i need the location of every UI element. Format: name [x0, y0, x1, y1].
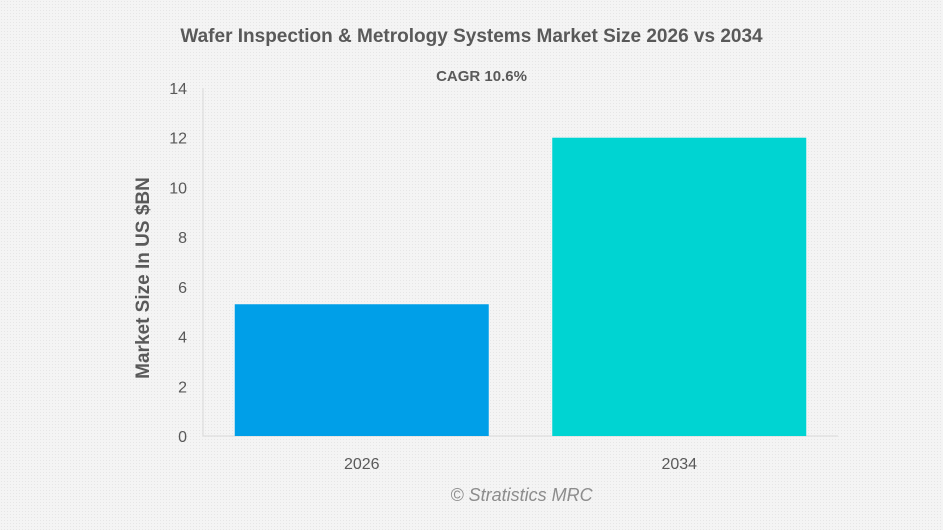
watermark: © Stratistics MRC — [450, 485, 593, 505]
y-tick-label: 12 — [169, 131, 187, 148]
chart-subtitle: CAGR 10.6% — [436, 68, 527, 85]
chart-title: Wafer Inspection & Metrology Systems Mar… — [180, 26, 763, 47]
y-tick-label: 14 — [169, 81, 187, 98]
x-axis-labels: 2026 2034 — [344, 456, 697, 473]
y-tick-label: 4 — [178, 330, 187, 347]
y-tick-label: 10 — [169, 180, 187, 197]
y-tick-label: 8 — [178, 230, 187, 247]
y-axis-ticks: 0 2 4 6 8 10 12 14 — [169, 81, 187, 446]
x-tick-label: 2034 — [661, 456, 697, 473]
y-tick-label: 6 — [178, 280, 187, 297]
bar-2034 — [552, 137, 807, 436]
x-tick-label: 2026 — [344, 456, 380, 473]
y-axis-label: Market Size In US $BN — [133, 177, 154, 379]
y-tick-label: 0 — [178, 429, 187, 446]
y-tick-label: 2 — [178, 379, 187, 396]
bar-2026 — [234, 304, 489, 436]
bars-group — [234, 137, 807, 436]
